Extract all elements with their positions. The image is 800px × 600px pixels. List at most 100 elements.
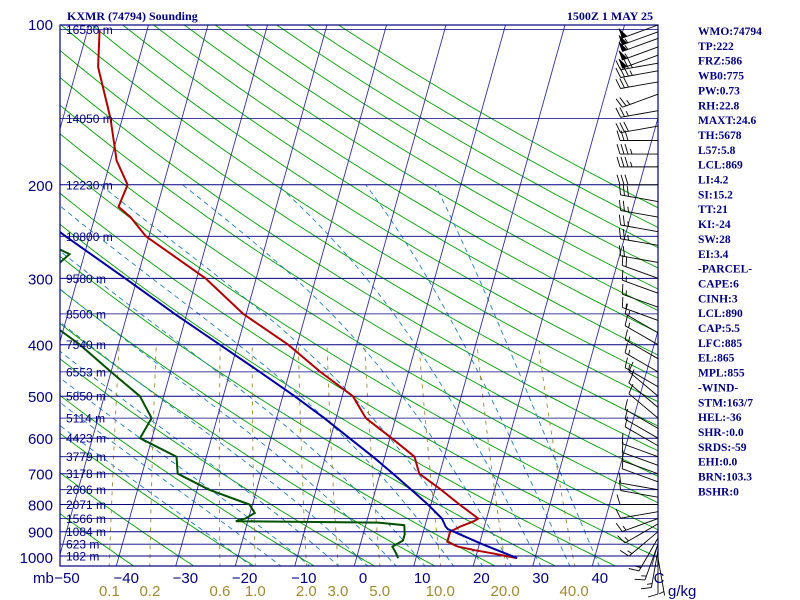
pressure-label: 400 [28,338,53,355]
moist-adiabat [60,288,397,566]
wind-barb-staff [650,550,659,588]
wind-barb-feather [616,156,621,168]
wind-barb-staff [622,468,659,483]
wind-barb-staff [622,264,659,279]
sounding-index: LFC:885 [698,338,742,350]
mixing-ratio-tick-label: 10.0 [426,583,455,600]
dry-adiabat [245,25,658,269]
wind-barb-feather [622,185,625,196]
wind-barb [618,472,659,491]
isotherm [532,116,658,566]
mixing-ratio-tick-label: 0.2 [139,583,160,600]
wind-barb-half-feather [625,110,629,117]
moist-adiabat [60,205,455,566]
wind-barb [619,531,659,557]
wind-barb-feather [615,522,623,532]
wind-barb-half-feather [627,221,629,227]
wind-barb-staff [622,24,659,39]
wind-barb-feather [624,329,628,340]
dry-adiabat [60,49,658,427]
sounding-index: L57:5.8 [698,145,736,157]
moist-adiabat [100,184,484,566]
sounding-index: HEL:-36 [698,412,742,424]
sounding-index: FRZ:586 [698,56,742,68]
sounding-index: EL:865 [698,353,735,365]
sounding-index: WMO:74794 [698,26,762,38]
wind-barb [618,184,659,202]
sounding-index: KI:-24 [698,219,731,231]
wind-barb-feather [618,214,622,226]
wind-barb-staff [622,460,659,475]
wind-barb-feather [618,228,622,239]
wind-barb [615,121,659,134]
sounding-index: CAPE:6 [698,278,739,290]
isotherm [60,25,90,131]
temperature-tick-label: −10 [291,570,316,587]
wind-barb-half-feather [624,44,629,50]
wind-barb-feather [615,107,622,118]
sounding-index: LCL:890 [698,308,743,320]
wind-barb [624,315,659,346]
wind-barb-staff [622,93,659,108]
wind-barb [617,523,659,544]
wind-barb-staff [622,293,659,308]
wind-barb-staff [620,224,659,233]
wind-barb [618,214,659,233]
isotherm [353,25,506,566]
moist-adiabat [434,184,600,566]
wind-barb-feather [620,156,625,168]
wind-barb-staff [624,339,659,360]
wind-barb [616,494,659,505]
pressure-label: 100 [28,17,53,34]
moist-adiabat [60,321,369,566]
wind-barb [616,143,659,155]
dry-adiabat [214,25,658,290]
wind-barb-staff [622,46,659,61]
height-label: 10800 m [66,230,113,244]
wind-barb-feather [619,550,630,557]
height-label: 2606 m [66,483,106,497]
wind-barb [621,296,659,321]
wind-barb-half-feather [624,53,629,59]
wind-barb-feather [621,269,624,281]
sounding-index: EI:3.4 [698,249,729,261]
sounding-index: LCL:869 [698,160,743,172]
pressure-label: 1000 [20,550,53,567]
wind-barb-staff [620,194,659,202]
wind-barb [618,38,659,52]
sounding-profiles [60,29,518,560]
isotherms [60,25,658,566]
sounding-index: BSHR:0 [698,486,739,498]
pressure-unit-label: mb [33,570,54,587]
indices-panel: WMO:74794 TP:222 FRZ:586 WB0:775 PW:0.73 RH:2… [698,26,762,498]
height-label: 1566 m [66,512,106,526]
pressure-label: 600 [28,431,53,448]
wind-barb [624,329,659,360]
wind-barb-feather [616,174,621,185]
sounding-index: TT:21 [698,204,728,216]
isotherm [60,25,209,557]
wind-barb-feather [622,229,625,240]
wind-barb-flag [618,35,628,46]
sounding-index: -WIND- [698,382,738,394]
wind-barb-staff [620,70,659,78]
wind-barb-staff [628,382,659,408]
wind-barb-feather [647,593,659,598]
wind-barb-staff [620,125,659,134]
wind-barb-staff [620,210,659,218]
sounding-index: SRDS:-59 [698,442,747,454]
wind-barb-staff [624,313,659,334]
wind-barb-feather [624,416,628,427]
dry-adiabat [60,76,658,452]
mixing-ratio-tick-label: 0.1 [99,583,120,600]
sounding-index: EHI:0.0 [698,457,738,469]
wind-barb-feather [621,458,624,469]
moist-adiabat [182,184,513,566]
mixing-ratio-tick-label: 1.0 [245,583,266,600]
wind-barb-feather [621,450,624,461]
wind-barb-feather [617,535,626,544]
mixing-ratio-tick-label: 2.0 [296,583,317,600]
wind-barb [621,283,659,308]
height-label: 3779 m [66,450,106,464]
